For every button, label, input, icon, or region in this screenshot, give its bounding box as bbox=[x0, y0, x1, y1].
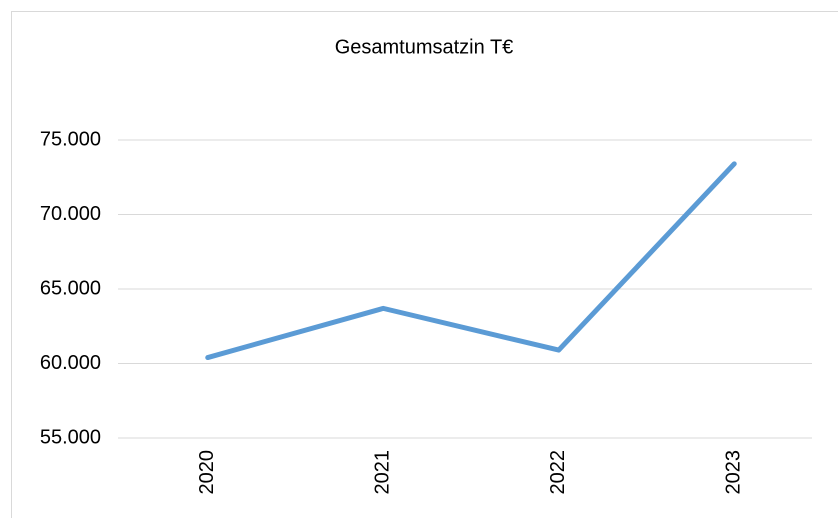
y-tick-label: 65.000 bbox=[40, 277, 101, 299]
y-tick-label: 70.000 bbox=[40, 203, 101, 225]
x-tick-label: 2023 bbox=[723, 450, 745, 495]
y-tick-label: 60.000 bbox=[40, 352, 101, 374]
x-tick-label: 2020 bbox=[196, 450, 218, 495]
y-tick-label: 55.000 bbox=[40, 426, 101, 448]
chart-frame bbox=[11, 11, 838, 518]
line-series bbox=[205, 161, 737, 361]
y-tick-label: 75.000 bbox=[40, 128, 101, 150]
x-tick-label: 2021 bbox=[372, 450, 394, 495]
chart-title: Gesamtumsatzin T€ bbox=[335, 36, 514, 58]
x-tick-label: 2022 bbox=[547, 450, 569, 495]
